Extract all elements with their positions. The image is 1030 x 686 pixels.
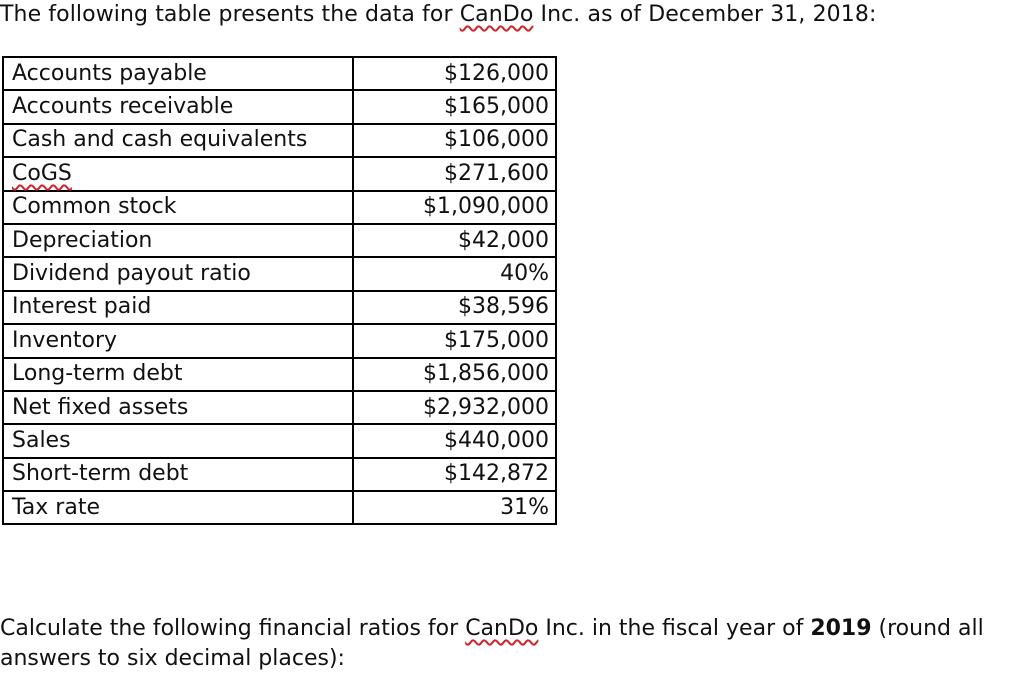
row-value: $165,000 [352, 89, 557, 125]
row-label: Depreciation [2, 222, 354, 259]
intro-company-name: CanDo [459, 2, 534, 27]
outro-text-end: (round all answers to six decimal places… [0, 616, 984, 671]
row-label: Long-term debt [2, 356, 354, 392]
outro-text-start: Calculate the following financial ratios… [0, 616, 466, 641]
row-label: Sales [2, 423, 354, 459]
outro-text-middle: Inc. in the fiscal year of [538, 616, 811, 641]
row-value: $106,000 [352, 122, 557, 159]
outro-company-name: CanDo [465, 616, 539, 641]
intro-text-start: The following table presents the data fo… [0, 2, 460, 27]
row-label: Inventory [2, 323, 354, 359]
row-value: $440,000 [352, 423, 557, 459]
intro-sentence: The following table presents the data fo… [0, 2, 877, 27]
row-value: $2,932,000 [352, 389, 557, 426]
row-label: Tax rate [2, 490, 354, 526]
financial-data-table: Accounts payable $126,000 Accounts recei… [2, 55, 557, 526]
cogs-label: CoGS [12, 160, 72, 186]
row-value: $126,000 [352, 55, 557, 92]
row-value: $42,000 [352, 222, 557, 259]
table-row: CoGS $271,600 [2, 156, 557, 192]
row-value: 40% [352, 256, 557, 292]
fiscal-year: 2019 [810, 616, 872, 641]
table-row: Accounts payable $126,000 [2, 55, 557, 92]
table-row: Sales $440,000 [2, 423, 557, 459]
row-value: $271,600 [352, 156, 557, 192]
row-value: $1,856,000 [352, 356, 557, 392]
table-row: Cash and cash equivalents $106,000 [2, 122, 557, 159]
row-label: Short-term debt [2, 456, 354, 493]
intro-text-end: Inc. as of December 31, 2018: [533, 2, 877, 27]
table-row: Net fixed assets $2,932,000 [2, 389, 557, 426]
table-row: Inventory $175,000 [2, 323, 557, 359]
row-value: $1,090,000 [352, 189, 557, 225]
row-label: Accounts receivable [2, 89, 354, 125]
row-label: Interest paid [2, 289, 354, 326]
question-prompt: Calculate the following financial ratios… [0, 614, 1028, 674]
table-row: Common stock $1,090,000 [2, 189, 557, 225]
table-row: Long-term debt $1,856,000 [2, 356, 557, 392]
table-row: Depreciation $42,000 [2, 222, 557, 259]
row-label: CoGS [2, 156, 354, 192]
row-value: $175,000 [352, 323, 557, 359]
table-row: Interest paid $38,596 [2, 289, 557, 326]
row-value: $38,596 [352, 289, 557, 326]
table-row: Short-term debt $142,872 [2, 456, 557, 493]
table-row: Accounts receivable $165,000 [2, 89, 557, 125]
row-value: 31% [352, 490, 557, 526]
row-label: Common stock [2, 189, 354, 225]
table-row: Dividend payout ratio 40% [2, 256, 557, 292]
row-label: Accounts payable [2, 55, 354, 92]
row-label: Cash and cash equivalents [2, 122, 354, 159]
row-label: Net fixed assets [2, 389, 354, 426]
table-row: Tax rate 31% [2, 490, 557, 526]
row-label: Dividend payout ratio [2, 256, 354, 292]
row-value: $142,872 [352, 456, 557, 493]
